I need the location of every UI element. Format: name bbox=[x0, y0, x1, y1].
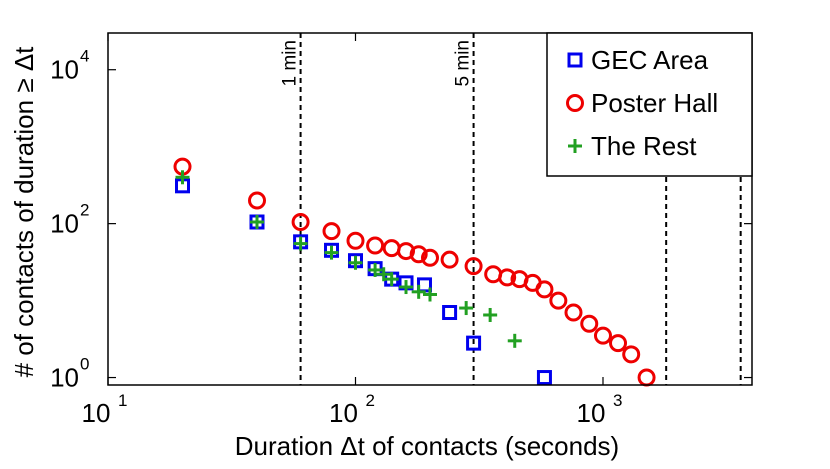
y-axis-label: # of contacts of duration ≥ Δt bbox=[9, 46, 39, 378]
legend-marker-0 bbox=[567, 52, 583, 68]
point-2-3 bbox=[324, 245, 339, 260]
legend-marker-2 bbox=[568, 139, 582, 153]
point-2-2 bbox=[293, 236, 308, 251]
x-tick-exponent-2: 3 bbox=[613, 391, 622, 410]
legend-label-0: GEC Area bbox=[591, 45, 709, 75]
point-1-8 bbox=[409, 245, 428, 264]
data-series bbox=[173, 157, 656, 387]
point-1-1 bbox=[248, 191, 267, 210]
legend-label-2: The Rest bbox=[591, 131, 697, 161]
point-0-10 bbox=[466, 335, 482, 351]
point-2-7 bbox=[384, 272, 399, 287]
point-2-10 bbox=[423, 287, 437, 302]
point-2-6 bbox=[376, 267, 391, 282]
point-2-13 bbox=[507, 333, 522, 348]
y-tick-label-2: 10 bbox=[50, 55, 79, 85]
point-2-0 bbox=[175, 170, 190, 185]
point-1-10 bbox=[440, 250, 459, 269]
y-tick-label-0: 10 bbox=[50, 363, 79, 393]
point-2-9 bbox=[411, 284, 426, 299]
plot-area-frame bbox=[107, 32, 753, 386]
point-1-23 bbox=[637, 368, 656, 387]
x-tick-exponent-1: 2 bbox=[365, 391, 374, 410]
point-1-9 bbox=[421, 248, 439, 267]
point-2-1 bbox=[250, 214, 265, 229]
point-0-11 bbox=[536, 370, 552, 386]
point-1-11 bbox=[464, 257, 483, 276]
point-1-6 bbox=[382, 239, 401, 258]
x-tick-label-0: 10 bbox=[82, 398, 111, 428]
series-the-rest bbox=[175, 170, 522, 348]
legend-label-1: Poster Hall bbox=[591, 88, 718, 118]
point-1-17 bbox=[549, 291, 568, 310]
point-1-2 bbox=[291, 212, 310, 231]
x-tick-exponent-0: 1 bbox=[118, 391, 127, 410]
point-1-22 bbox=[622, 345, 641, 364]
point-1-16 bbox=[535, 280, 554, 299]
point-2-11 bbox=[459, 301, 474, 316]
point-1-18 bbox=[564, 303, 583, 322]
vline-label-1: 5 min bbox=[453, 40, 474, 86]
vline-label-0: 1 min bbox=[280, 40, 301, 86]
y-tick-exponent-2: 4 bbox=[80, 47, 89, 66]
point-2-4 bbox=[348, 255, 363, 270]
point-1-20 bbox=[593, 326, 612, 345]
y-tick-exponent-1: 2 bbox=[80, 201, 89, 220]
point-1-4 bbox=[346, 231, 365, 250]
x-tick-label-2: 10 bbox=[577, 398, 606, 428]
point-2-8 bbox=[399, 280, 414, 295]
y-tick-exponent-0: 0 bbox=[80, 355, 89, 374]
point-2-12 bbox=[483, 307, 498, 322]
point-1-19 bbox=[580, 314, 599, 333]
point-1-3 bbox=[322, 222, 341, 241]
series-poster-hall bbox=[173, 157, 656, 387]
point-1-5 bbox=[366, 236, 385, 255]
x-tick-label-1: 10 bbox=[329, 398, 358, 428]
y-tick-label-1: 10 bbox=[50, 209, 79, 239]
point-0-9 bbox=[442, 305, 458, 321]
point-1-21 bbox=[609, 334, 628, 353]
point-1-13 bbox=[498, 268, 517, 287]
point-2-5 bbox=[368, 262, 383, 277]
x-axis-label: Duration Δt of contacts (seconds) bbox=[235, 431, 619, 461]
legend-marker-1 bbox=[566, 94, 584, 112]
legend: GEC Area Poster Hall The Rest bbox=[546, 32, 753, 177]
axis-ticks: 10 1 10 2 10 310 010 210 4 bbox=[50, 33, 752, 428]
